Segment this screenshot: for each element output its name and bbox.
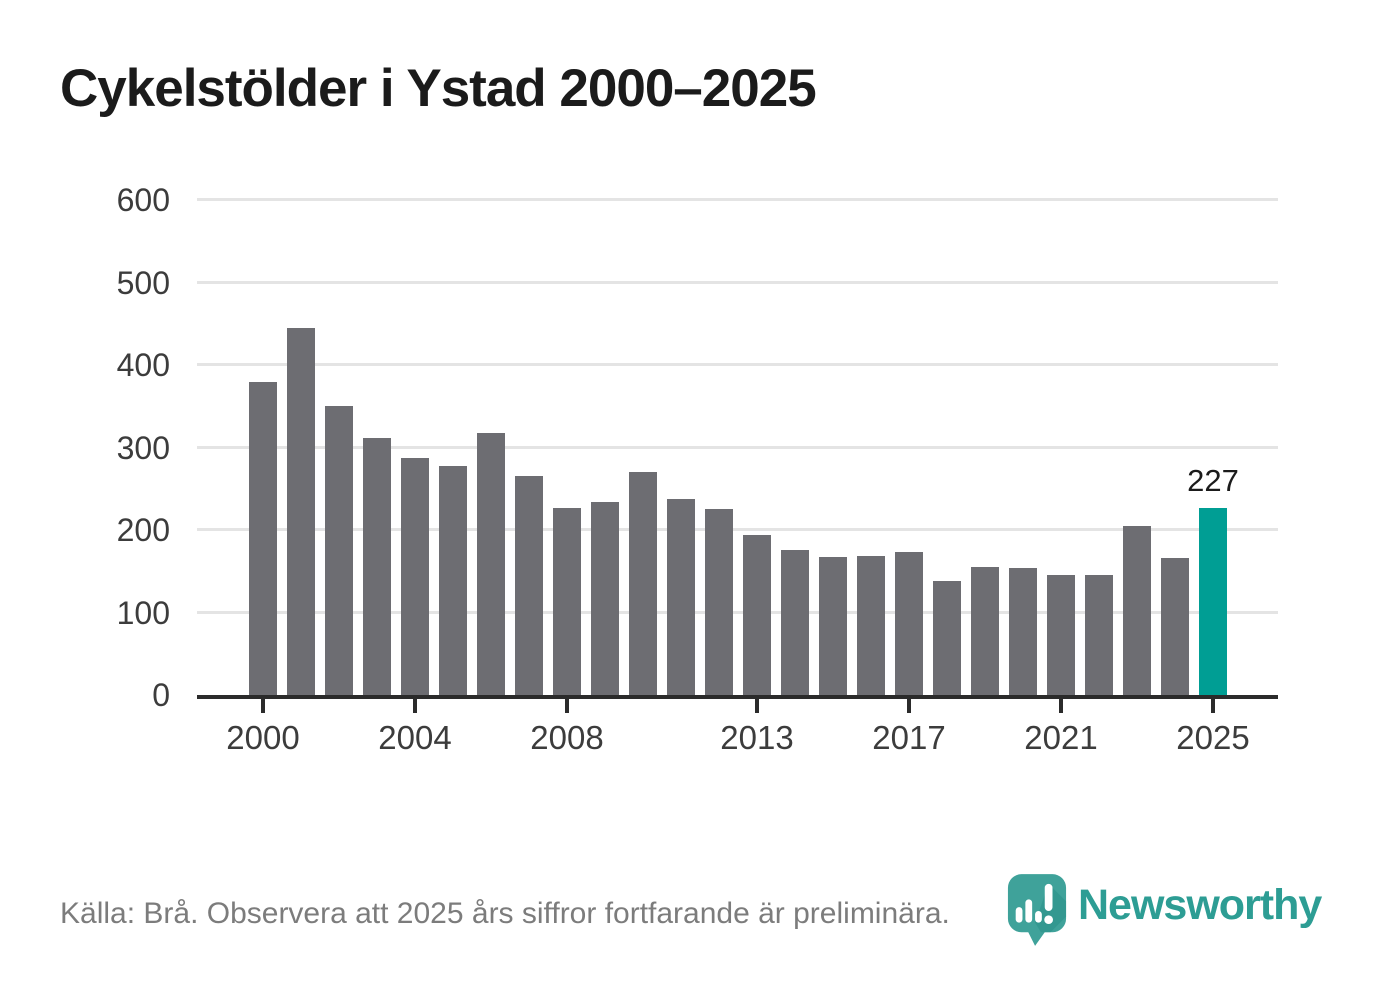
bar-2017 xyxy=(895,552,923,695)
xtick-mark-2021 xyxy=(1059,699,1063,713)
ytick-label-0: 0 xyxy=(152,677,170,713)
bar-2021 xyxy=(1047,574,1075,695)
source-note: Källa: Brå. Observera att 2025 års siffr… xyxy=(60,897,950,930)
highlight-value-label: 227 xyxy=(1187,462,1239,498)
bar-2003 xyxy=(363,437,391,695)
xtick-label-2013: 2013 xyxy=(720,719,794,756)
xtick-label-2000: 2000 xyxy=(226,719,300,756)
gridline-600 xyxy=(197,198,1278,201)
bar-2009 xyxy=(591,501,619,695)
bar-2006 xyxy=(477,433,505,695)
xtick-mark-2025 xyxy=(1211,699,1215,713)
bar-2004 xyxy=(401,458,429,695)
bar-2000 xyxy=(249,381,277,695)
bar-2014 xyxy=(781,549,809,695)
ytick-label-100: 100 xyxy=(116,594,170,631)
bar-2022 xyxy=(1085,574,1113,695)
xtick-label-2008: 2008 xyxy=(530,719,604,756)
ytick-label-600: 600 xyxy=(116,182,170,218)
bar-2016 xyxy=(857,556,885,695)
bar-2015 xyxy=(819,557,847,695)
brand-name: Newsworthy xyxy=(1078,880,1322,929)
newsworthy-logo-icon xyxy=(1007,874,1067,946)
gridline-500 xyxy=(197,280,1278,284)
ytick-label-200: 200 xyxy=(116,512,170,548)
gridline-400 xyxy=(197,363,1278,367)
xtick-label-2025: 2025 xyxy=(1176,719,1250,756)
bar-2002 xyxy=(325,406,353,695)
xtick-mark-2000 xyxy=(261,699,265,713)
chart-title: Cykelstölder i Ystad 2000–2025 xyxy=(60,59,817,118)
bar-2020 xyxy=(1009,567,1037,695)
bar-2005 xyxy=(439,465,467,695)
bar-2010 xyxy=(629,472,657,695)
ytick-label-400: 400 xyxy=(116,347,170,383)
bar-2025 xyxy=(1199,507,1227,695)
xtick-label-2017: 2017 xyxy=(872,719,946,756)
gridline-300 xyxy=(197,445,1278,449)
ytick-label-500: 500 xyxy=(116,264,170,301)
bar-2001 xyxy=(287,327,315,695)
xtick-mark-2017 xyxy=(907,699,911,713)
xtick-mark-2008 xyxy=(565,699,569,713)
ytick-label-300: 300 xyxy=(116,429,170,466)
xtick-mark-2004 xyxy=(413,699,417,713)
gridline-100 xyxy=(197,610,1278,614)
y-axis-labels: 0 100 200 300 400 500 600 xyxy=(0,184,170,711)
bar-2018 xyxy=(933,581,961,695)
bar-2007 xyxy=(515,475,543,695)
xtick-label-2021: 2021 xyxy=(1024,719,1098,756)
bar-2008 xyxy=(553,507,581,695)
plot-area: 2000 2004 2008 2013 2017 2021 2025 227 xyxy=(197,198,1278,754)
bar-2019 xyxy=(971,567,999,695)
xtick-mark-2013 xyxy=(755,699,759,713)
bar-2012 xyxy=(705,508,733,695)
bar-2013 xyxy=(743,534,771,695)
gridline-200 xyxy=(197,528,1278,532)
bar-2011 xyxy=(667,498,695,695)
bar-2024 xyxy=(1161,558,1189,695)
xtick-label-2004: 2004 xyxy=(378,719,452,756)
bar-2023 xyxy=(1123,525,1151,695)
brand-logo: Newsworthy xyxy=(1006,872,1322,948)
